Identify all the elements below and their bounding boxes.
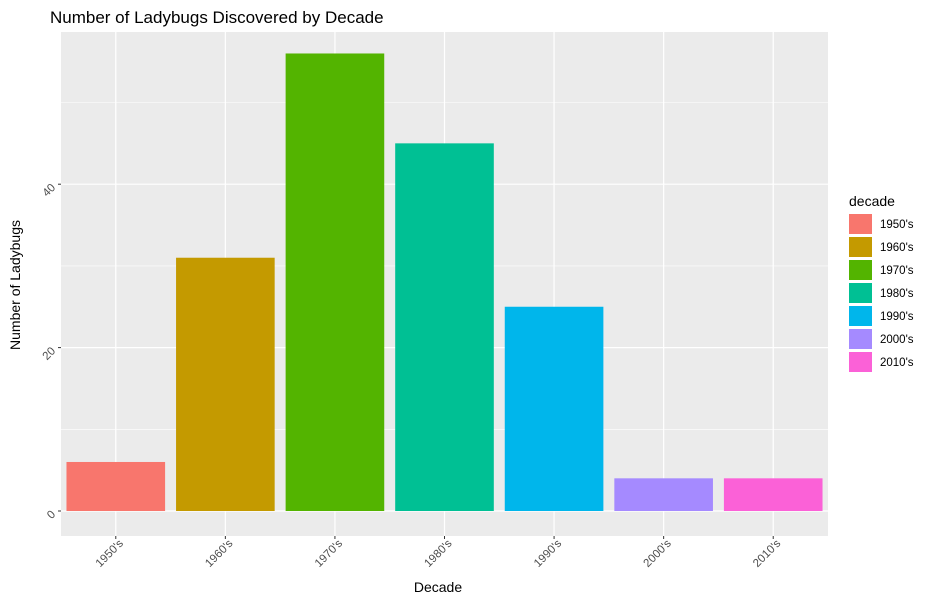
x-tick-label: 2000's	[642, 537, 674, 569]
bar-1990s	[504, 306, 604, 511]
bar-2010s	[723, 478, 823, 511]
legend-title: decade	[849, 193, 895, 209]
bar-1970s	[285, 53, 385, 511]
x-tick-label: 2010's	[751, 537, 783, 569]
legend-key	[849, 283, 872, 303]
x-axis-title: Decade	[414, 579, 462, 595]
legend-key	[849, 260, 872, 280]
legend: decade 1950's 1960's 1970's 1980's 1990's 200…	[849, 193, 914, 372]
y-tick-label: 20	[41, 345, 59, 363]
x-tick-label: 1980's	[422, 537, 454, 569]
legend-label: 1970's	[880, 265, 914, 277]
y-axis-ticks: 0 20 40	[41, 182, 61, 522]
x-tick-label: 1990's	[532, 537, 564, 569]
legend-label: 1960's	[880, 242, 914, 254]
y-tick-label: 0	[45, 509, 58, 522]
legend-label: 2000's	[880, 334, 914, 346]
legend-key	[849, 214, 872, 234]
legend-key	[849, 237, 872, 257]
x-tick-label: 1960's	[203, 537, 235, 569]
x-axis-ticks: 1950's 1960's 1970's 1980's 1990's 2000's 2010…	[94, 536, 784, 570]
plot-panel	[61, 32, 828, 536]
y-tick-label: 40	[41, 182, 59, 200]
x-tick-label: 1950's	[94, 537, 126, 569]
legend-label: 2010's	[880, 357, 914, 369]
legend-key	[849, 352, 872, 372]
bar-1980s	[395, 143, 494, 511]
chart-title: Number of Ladybugs Discovered by Decade	[50, 8, 384, 27]
bar-2000s	[614, 478, 713, 511]
bar-1960s	[176, 257, 275, 511]
bar-1950s	[66, 461, 166, 511]
legend-label: 1980's	[880, 288, 914, 300]
legend-label: 1990's	[880, 311, 914, 323]
legend-key	[849, 306, 872, 326]
x-tick-label: 1970's	[313, 537, 345, 569]
legend-key	[849, 329, 872, 349]
y-axis-title: Number of Ladybugs	[7, 220, 23, 350]
legend-label: 1950's	[880, 219, 914, 231]
